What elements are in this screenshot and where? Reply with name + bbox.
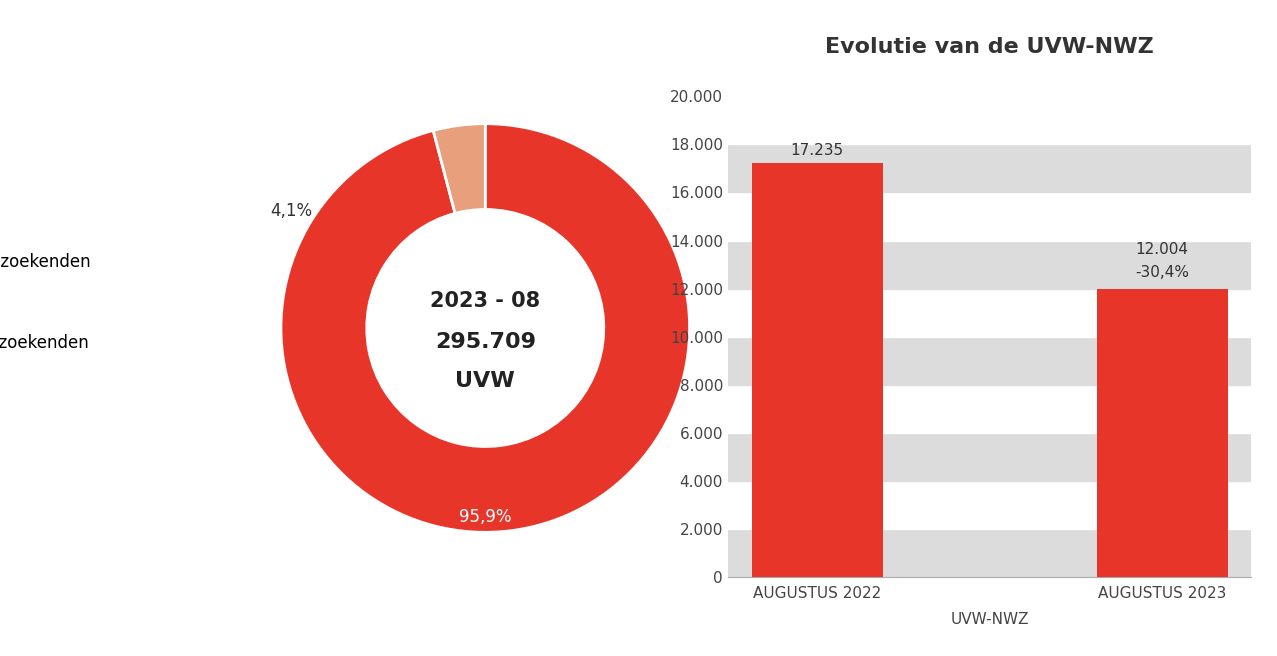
Bar	[1097, 289, 1227, 577]
Text: 4,1%: 4,1%	[271, 201, 312, 220]
Text: -30,4%: -30,4%	[1135, 265, 1189, 280]
Wedge shape	[433, 124, 485, 213]
Bar	[728, 289, 1251, 337]
Bar	[728, 337, 1251, 385]
Legend: Werkzoekenden, Niet-
werkzoekenden: Werkzoekenden, Niet- werkzoekenden	[0, 247, 97, 358]
Text: 17.235: 17.235	[790, 143, 844, 158]
Bar	[728, 385, 1251, 433]
X-axis label: UVW-NWZ: UVW-NWZ	[950, 612, 1029, 626]
Text: UVW: UVW	[456, 371, 515, 391]
Bar	[728, 433, 1251, 481]
Wedge shape	[281, 124, 690, 532]
Bar	[728, 481, 1251, 529]
Bar	[728, 529, 1251, 577]
Text: 12.004: 12.004	[1135, 242, 1189, 257]
Bar	[728, 192, 1251, 241]
Bar	[728, 96, 1251, 144]
Bar	[728, 241, 1251, 289]
Text: 95,9%: 95,9%	[458, 508, 512, 526]
Text: 295.709: 295.709	[434, 333, 536, 352]
Bar	[728, 144, 1251, 192]
Bar	[752, 163, 882, 577]
Title: Evolutie van de UVW-NWZ: Evolutie van de UVW-NWZ	[825, 37, 1154, 56]
Text: 2023 - 08: 2023 - 08	[430, 291, 540, 312]
